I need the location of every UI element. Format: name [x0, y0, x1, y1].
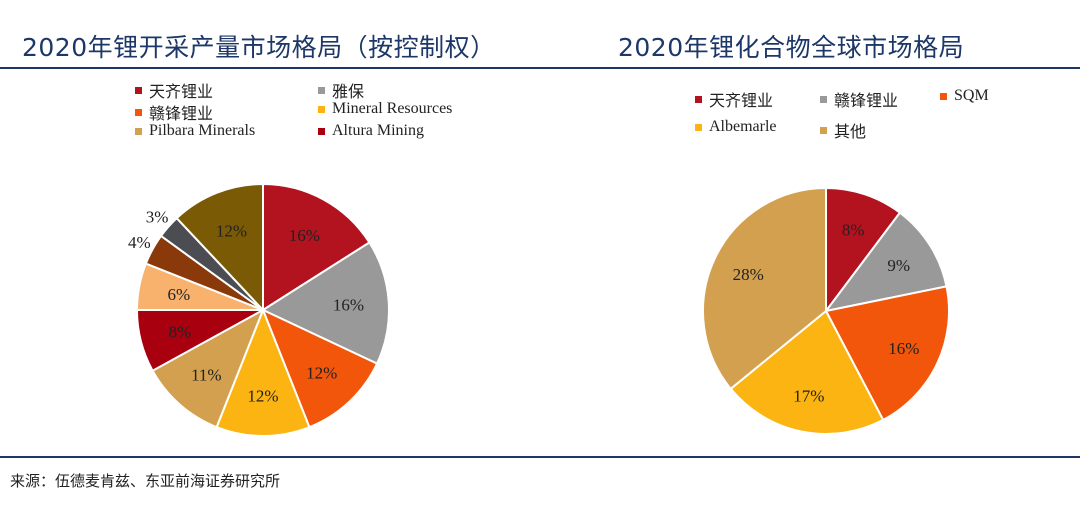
legend-label: 赣锋锂业 — [834, 93, 899, 110]
legend-item: Pilbara Minerals — [135, 122, 255, 140]
slice-label: 12% — [306, 363, 337, 382]
slice-label: 3% — [146, 208, 169, 227]
legend-item: 天齐锂业 — [135, 78, 213, 102]
slice-label: 16% — [289, 226, 320, 245]
legend-item: Mineral Resources — [318, 100, 452, 118]
legend-swatch — [318, 105, 325, 113]
legend-swatch — [135, 86, 142, 94]
legend-item: 赣锋锂业 — [135, 100, 213, 124]
legend-label: Mineral Resources — [332, 100, 453, 117]
legend-swatch — [820, 126, 827, 134]
legend-swatch — [695, 123, 702, 131]
slice-label: 11% — [191, 365, 222, 384]
legend-swatch — [940, 92, 947, 100]
legend-swatch — [135, 127, 142, 135]
legend-item: 天齐锂业 — [695, 87, 773, 111]
source-note: 来源：伍德麦肯兹、东亚前海证券研究所 — [10, 472, 281, 490]
legend-item: SQM — [940, 87, 989, 105]
footer-divider — [0, 456, 1080, 458]
pie-slice — [215, 307, 311, 437]
legend-item: 雅保 — [318, 78, 364, 102]
legend-label: 雅保 — [332, 84, 365, 101]
legend-swatch — [820, 95, 827, 103]
slice-label: 16% — [888, 339, 919, 358]
header-divider — [0, 67, 1080, 69]
right-chart-title: 2020年锂化合物全球市场格局 — [618, 33, 965, 62]
legend-item: Albemarle — [695, 118, 777, 136]
slice-label: 8% — [169, 322, 192, 341]
pie-slice — [175, 182, 264, 313]
legend-label: Pilbara Minerals — [149, 122, 256, 139]
slice-label: 8% — [842, 220, 865, 239]
legend-label: 天齐锂业 — [709, 93, 774, 110]
legend-label: 天齐锂业 — [149, 84, 214, 101]
slice-label: 9% — [887, 256, 910, 275]
pie-slice — [825, 186, 902, 314]
pie-slice — [824, 285, 950, 422]
legend-item: 其他 — [820, 118, 866, 142]
legend-swatch — [318, 86, 325, 94]
slice-label: 12% — [247, 387, 278, 406]
legend-label: SQM — [954, 87, 989, 104]
legend-item: Altura Mining — [318, 122, 424, 140]
left-chart-title: 2020年锂开采产量市场格局（按控制权） — [22, 33, 496, 62]
legend-label: 其他 — [834, 124, 867, 141]
pie-slice — [261, 308, 379, 429]
pie-slice — [823, 211, 948, 313]
slice-label: 4% — [128, 233, 151, 252]
legend-swatch — [318, 127, 325, 135]
legend-swatch — [135, 108, 142, 116]
slice-label: 6% — [168, 285, 191, 304]
pie-slice — [260, 241, 390, 365]
pie-slice — [729, 309, 885, 435]
pie-slice — [262, 182, 371, 312]
legend-swatch — [695, 95, 702, 103]
legend-label: Albemarle — [709, 118, 777, 135]
legend-item: 赣锋锂业 — [820, 87, 898, 111]
slice-label: 28% — [733, 265, 764, 284]
pie-slice — [702, 186, 827, 391]
legend-label: Altura Mining — [332, 122, 424, 139]
slice-label: 16% — [333, 296, 364, 315]
slice-label: 12% — [216, 221, 247, 240]
pie-slice — [151, 307, 265, 429]
legend-label: 赣锋锂业 — [149, 106, 214, 123]
slice-label: 17% — [793, 386, 824, 405]
